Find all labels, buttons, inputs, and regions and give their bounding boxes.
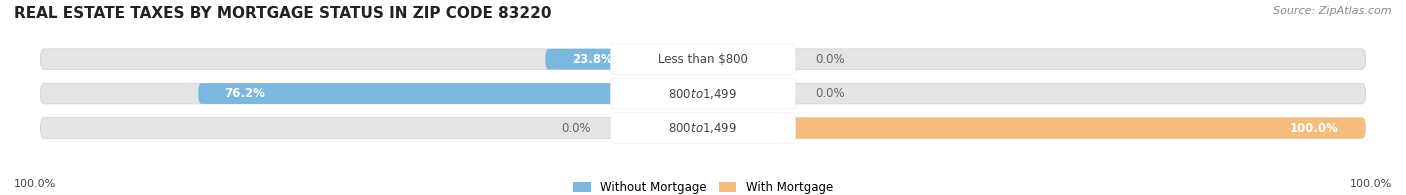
FancyBboxPatch shape [703, 118, 1365, 138]
Text: 23.8%: 23.8% [572, 53, 613, 66]
Text: 100.0%: 100.0% [1291, 121, 1339, 135]
FancyBboxPatch shape [610, 78, 796, 109]
Text: 76.2%: 76.2% [225, 87, 266, 100]
Text: Less than $800: Less than $800 [658, 53, 748, 66]
FancyBboxPatch shape [41, 118, 1365, 138]
Text: $800 to $1,499: $800 to $1,499 [668, 87, 738, 101]
Text: 0.0%: 0.0% [815, 87, 845, 100]
Text: $800 to $1,499: $800 to $1,499 [668, 121, 738, 135]
FancyBboxPatch shape [198, 83, 703, 104]
FancyBboxPatch shape [546, 49, 703, 69]
Text: REAL ESTATE TAXES BY MORTGAGE STATUS IN ZIP CODE 83220: REAL ESTATE TAXES BY MORTGAGE STATUS IN … [14, 6, 551, 21]
FancyBboxPatch shape [610, 44, 796, 74]
Text: 100.0%: 100.0% [14, 179, 56, 189]
Legend: Without Mortgage, With Mortgage: Without Mortgage, With Mortgage [568, 176, 838, 195]
FancyBboxPatch shape [610, 113, 796, 143]
FancyBboxPatch shape [41, 83, 1365, 104]
Text: 0.0%: 0.0% [815, 53, 845, 66]
FancyBboxPatch shape [41, 49, 1365, 69]
Text: 0.0%: 0.0% [561, 121, 591, 135]
Text: Source: ZipAtlas.com: Source: ZipAtlas.com [1274, 6, 1392, 16]
Text: 100.0%: 100.0% [1350, 179, 1392, 189]
